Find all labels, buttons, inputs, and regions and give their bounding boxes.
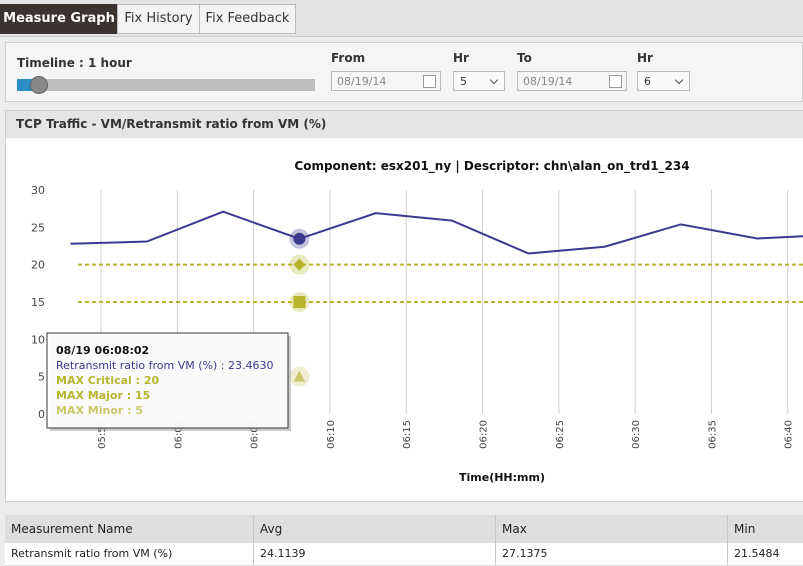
from-label: From	[331, 51, 366, 65]
threshold-marker	[293, 258, 306, 271]
x-tick-label: 06:05	[250, 420, 261, 449]
to-date[interactable]: 08/19/14	[517, 71, 627, 91]
x-tick-label: 06:35	[707, 420, 718, 449]
tooltip-time: 08/19 06:08:02	[56, 344, 149, 357]
x-tick-label: 06:00	[173, 420, 184, 449]
chart-title: Component: esx201_ny | Descriptor: chn\a…	[294, 159, 689, 174]
calendar-icon[interactable]	[423, 75, 436, 88]
to-label: To	[517, 51, 532, 65]
table-cell: Measurement Name	[11, 522, 133, 536]
x-axis-label: Time(HH:mm)	[459, 471, 545, 484]
y-tick-label: 5	[38, 371, 45, 384]
from-date[interactable]: 08/19/14	[331, 71, 441, 91]
tooltip-line: MAX Minor : 5	[56, 404, 143, 417]
x-tick-label: 06:15	[402, 420, 413, 449]
x-tick-label: 05:55	[97, 420, 108, 449]
x-tick-label: 06:30	[631, 420, 642, 449]
table-cell: Avg	[253, 515, 495, 543]
table-cell: Max	[495, 515, 727, 543]
hr-label: Hr	[453, 51, 469, 65]
hr-label: Hr	[637, 51, 653, 65]
table-cell: 24.1139	[253, 543, 495, 565]
to-hour-text: 6	[644, 75, 651, 88]
table: Measurement Name Avg Max Min Retransmit rat…	[5, 515, 803, 566]
from-hour-text: 5	[460, 75, 467, 88]
from-date-text: 08/19/14	[337, 75, 387, 88]
chart: Component: esx201_ny | Descriptor: chn\a…	[31, 159, 803, 484]
threshold-marker	[293, 370, 306, 382]
highlight-point	[293, 232, 306, 245]
x-tick-label: 06:40	[784, 420, 795, 449]
table-cell: Min	[727, 515, 803, 543]
tooltip-line: MAX Critical : 20	[56, 374, 159, 387]
y-tick-label: 25	[31, 221, 45, 234]
tab[interactable]: Measure Graph	[0, 4, 118, 34]
y-tick-label: 0	[38, 408, 45, 421]
y-tick-label: 15	[31, 296, 45, 309]
series-line	[70, 210, 803, 255]
table-cell: 21.5484	[727, 543, 803, 565]
y-tick-label: 10	[31, 333, 45, 346]
table-header: Measurement Name Avg Max Min	[5, 515, 803, 543]
tab[interactable]: Fix Feedback	[199, 4, 296, 34]
panel-title: TCP Traffic - VM/Retransmit ratio from V…	[6, 111, 803, 138]
tooltip-line: MAX Major : 15	[56, 389, 150, 402]
timeline-label: Timeline : 1 hour	[17, 56, 132, 70]
y-tick-label: 20	[31, 259, 45, 272]
calendar-icon[interactable]	[609, 75, 622, 88]
table-cell: Retransmit ratio from VM (%)	[11, 547, 173, 560]
tab[interactable]: Fix History	[117, 4, 200, 34]
slider-track[interactable]	[17, 79, 315, 91]
to-hour[interactable]: 6	[637, 71, 690, 91]
tooltip-line: Retransmit ratio from VM (%) : 23.4630	[56, 359, 273, 372]
slider-knob[interactable]	[30, 76, 48, 94]
table-cell: 27.1375	[495, 543, 727, 565]
from-hour[interactable]: 5	[453, 71, 505, 91]
y-tick-label: 30	[31, 184, 45, 197]
x-tick-label: 06:10	[326, 420, 337, 449]
threshold-marker	[293, 296, 306, 308]
to-date-text: 08/19/14	[523, 75, 573, 88]
tooltip-box	[46, 332, 289, 429]
table-row: Retransmit ratio from VM (%) 24.1139 27.13…	[5, 543, 803, 566]
chart-panel: TCP Traffic - VM/Retransmit ratio from V…	[5, 110, 803, 502]
filter-panel: Timeline : 1 hour From 08/19/14 Hr 5 To …	[5, 42, 803, 102]
x-tick-label: 06:25	[555, 420, 566, 449]
x-tick-label: 06:20	[479, 420, 490, 449]
tab-bar: Measure Graph Fix History Fix Feedback	[0, 0, 803, 37]
tooltip: 08/19 06:08:02 Retransmit ratio from VM (…	[46, 332, 291, 431]
